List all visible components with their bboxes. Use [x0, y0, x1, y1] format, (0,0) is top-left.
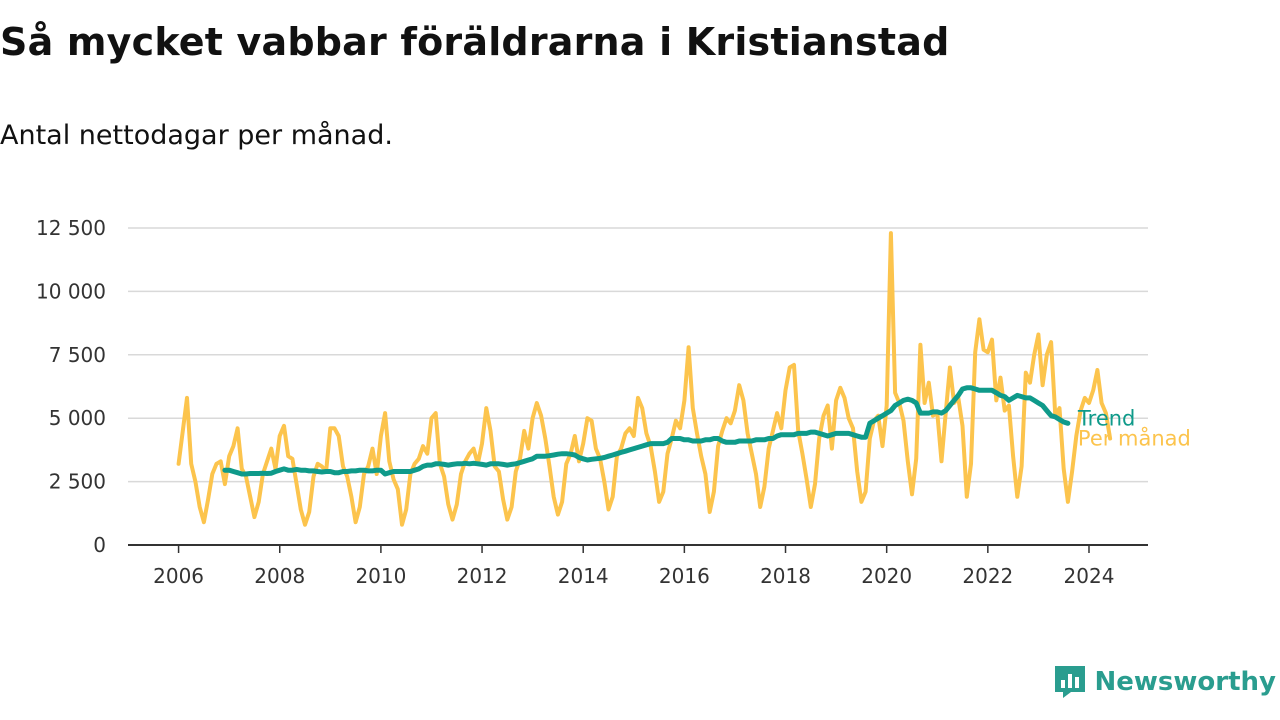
y-tick-label: 5 000: [49, 406, 106, 430]
x-tick-label: 2022: [962, 564, 1013, 588]
chart-title: Så mycket vabbar föräldrarna i Kristians…: [0, 20, 950, 64]
newsworthy-logo-icon: [1054, 666, 1085, 698]
x-tick-label: 2010: [355, 564, 406, 588]
series-label-per-manad: Per månad: [1078, 425, 1191, 450]
newsworthy-logo-text: Newsworthy: [1094, 667, 1276, 697]
x-tick-label: 2020: [861, 564, 912, 588]
x-tick-label: 2018: [760, 564, 811, 588]
series-lines: [176, 231, 1113, 527]
x-tick-label: 2012: [457, 564, 508, 588]
y-axis-ticks: 0 2 500 5 000 7 500 10 000 12 500: [36, 216, 106, 557]
y-tick-label: 0: [93, 533, 106, 557]
y-tick-label: 7 500: [49, 343, 106, 367]
x-tick-label: 2024: [1064, 564, 1115, 588]
y-tick-label: 2 500: [49, 470, 106, 494]
chart-subtitle: Antal nettodagar per månad.: [0, 120, 393, 151]
series-label-trend: Trend: [1077, 406, 1135, 430]
newsworthy-logo: Newsworthy: [1053, 664, 1276, 700]
x-tick-label: 2014: [558, 564, 609, 588]
x-tick-label: 2008: [254, 564, 305, 588]
x-tick-label: 2016: [659, 564, 710, 588]
x-tick-label: 2006: [153, 564, 204, 588]
x-axis: 2006 2008 2010 2012 2014 2016 2018 2020 2022 2024: [128, 544, 1148, 588]
y-tick-label: 10 000: [36, 279, 106, 303]
series-line-trend: [222, 385, 1071, 477]
y-tick-label: 12 500: [36, 216, 106, 240]
